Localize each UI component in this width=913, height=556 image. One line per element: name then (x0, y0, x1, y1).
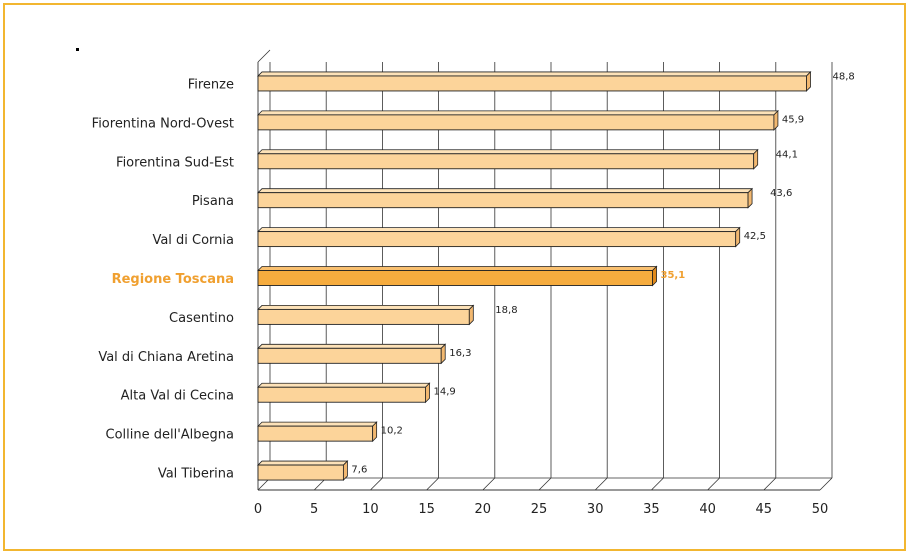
value-label: 48,8 (833, 71, 855, 82)
x-tick-label: 50 (812, 502, 829, 517)
bar-top (257, 382, 431, 388)
bar-top (257, 227, 741, 232)
x-tick-label: 10 (362, 502, 379, 517)
x-tick-label: 25 (531, 502, 548, 517)
floor-line (651, 477, 664, 491)
floor-line (538, 477, 552, 491)
floor-line (370, 477, 383, 491)
bar-top (257, 421, 378, 427)
bar-top (257, 71, 812, 77)
bar-end (343, 460, 348, 482)
category-label: Fiorentina Sud-Est (116, 155, 234, 170)
bar-end (753, 148, 759, 170)
value-label: 42,5 (744, 231, 766, 242)
bar-top (257, 343, 447, 349)
value-label: 16,3 (449, 348, 471, 359)
value-label: 10,2 (381, 426, 403, 437)
x-tick-label: 20 (475, 502, 492, 517)
bar-top (257, 266, 658, 271)
x-tick-label: 45 (756, 502, 773, 517)
value-label: 7,6 (351, 465, 367, 476)
bar-top (257, 110, 779, 116)
floor-line (482, 477, 496, 491)
bar (257, 464, 344, 481)
floor-line (763, 477, 777, 491)
value-label: 44,1 (776, 149, 798, 160)
value-label: 43,6 (770, 188, 792, 199)
bar-end (425, 382, 430, 404)
bar-top (257, 188, 754, 194)
category-label: Colline dell'Albegna (106, 428, 235, 443)
bar-end (468, 304, 474, 326)
category-label: Val di Chiana Aretina (98, 350, 234, 365)
floor-line (707, 477, 720, 491)
value-label: 35,1 (661, 270, 686, 281)
bar (257, 270, 653, 286)
x-tick-label: 0 (254, 502, 262, 517)
axis-top-depth (257, 49, 271, 63)
bar (257, 308, 470, 325)
category-label: Val Tiberina (158, 467, 234, 482)
bar (257, 347, 442, 364)
category-label: Fiorentina Nord-Ovest (92, 116, 234, 131)
bar-end (773, 109, 779, 131)
floor-line (819, 477, 833, 491)
bar (257, 192, 749, 209)
bar (257, 153, 755, 170)
bar-end (652, 265, 657, 287)
bar (257, 425, 374, 442)
category-label: Firenze (188, 77, 234, 92)
category-label: Casentino (169, 311, 234, 326)
bar-top (257, 149, 759, 155)
value-label: 18,8 (495, 305, 517, 316)
bar-end (806, 70, 811, 92)
category-label: Val di Cornia (152, 233, 234, 248)
x-tick-label: 40 (699, 502, 716, 517)
value-label: 45,9 (782, 114, 804, 125)
floor-line (426, 477, 439, 491)
category-label: Regione Toscana (112, 272, 234, 287)
bar-end (747, 187, 753, 209)
bar-end (372, 421, 378, 443)
bar (257, 386, 426, 403)
floor-line (594, 477, 608, 491)
bar (257, 231, 737, 248)
x-tick-label: 5 (310, 502, 318, 517)
bar-end (440, 343, 446, 365)
bar-top (257, 460, 349, 466)
category-label: Alta Val di Cecina (121, 389, 234, 404)
x-tick-label: 30 (587, 502, 604, 517)
bar (257, 75, 807, 92)
marker-dot (76, 48, 79, 51)
value-label: 14,9 (433, 387, 455, 398)
category-label: Pisana (192, 194, 234, 209)
bar-top (257, 305, 475, 310)
x-tick-label: 15 (418, 502, 435, 517)
bar-end (735, 226, 741, 248)
x-tick-label: 35 (643, 502, 660, 517)
bar (257, 114, 775, 131)
